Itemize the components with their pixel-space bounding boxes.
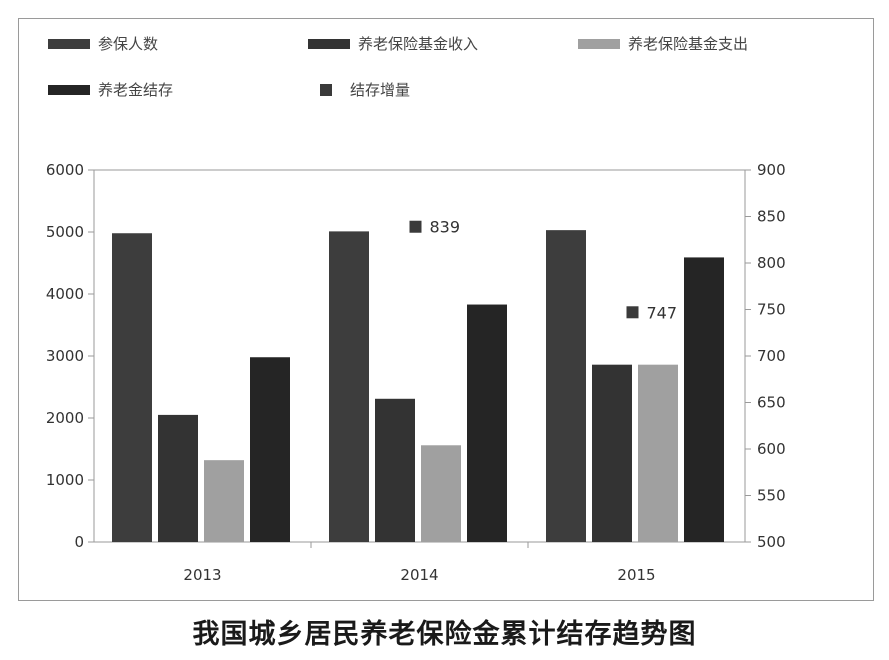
left-tick-label: 2000 [46,409,84,427]
right-tick-label: 700 [757,347,786,365]
left-tick-label: 5000 [46,223,84,241]
left-tick-label: 1000 [46,471,84,489]
bar [638,364,678,542]
bar [112,233,152,543]
chart-caption: 我国城乡居民养老保险金累计结存趋势图 [192,619,697,650]
bar [421,445,461,542]
right-tick-label: 500 [757,533,786,551]
left-tick-label: 3000 [46,347,84,365]
right-tick-label: 600 [757,440,786,458]
right-tick-label: 850 [757,208,786,226]
legend-swatch [48,39,90,49]
bar [684,257,724,542]
growth-point-label: 839 [430,218,461,237]
bars [112,230,724,543]
left-tick-label: 6000 [46,161,84,179]
bar [158,414,198,542]
right-tick-label: 800 [757,254,786,272]
right-axis: 500 550 600 650 700 750 800 850 900 [745,161,786,551]
legend-label: 参保人数 [98,35,158,53]
legend-swatch [308,39,350,49]
left-tick-label: 0 [74,533,84,551]
right-tick-label: 750 [757,301,786,319]
growth-point-label: 747 [647,303,678,322]
legend-label: 养老金结存 [98,81,173,99]
legend-label: 养老保险基金支出 [628,35,748,53]
bar [592,364,632,542]
bar [467,304,507,542]
left-axis: 0 1000 2000 3000 4000 5000 6000 [46,161,94,551]
right-tick-label: 900 [757,161,786,179]
bar [250,357,290,542]
x-tick-label: 2014 [400,566,438,584]
legend-swatch [48,85,90,95]
legend-label: 结存增量 [350,81,410,99]
right-tick-label: 550 [757,487,786,505]
legend-swatch [320,84,332,96]
legend-swatch [578,39,620,49]
bar [204,460,244,542]
growth-point [409,220,422,233]
bar [329,231,369,542]
growth-points: 839 747 [409,218,678,322]
right-tick-label: 650 [757,394,786,412]
chart-frame [18,18,874,601]
bar [375,398,415,542]
x-tick-label: 2015 [617,566,655,584]
x-tick-label: 2013 [183,566,221,584]
left-tick-label: 4000 [46,285,84,303]
bar [546,230,586,542]
legend-label: 养老保险基金收入 [358,35,478,53]
x-axis: 2013 2014 2015 [183,542,656,584]
growth-point [626,306,639,319]
